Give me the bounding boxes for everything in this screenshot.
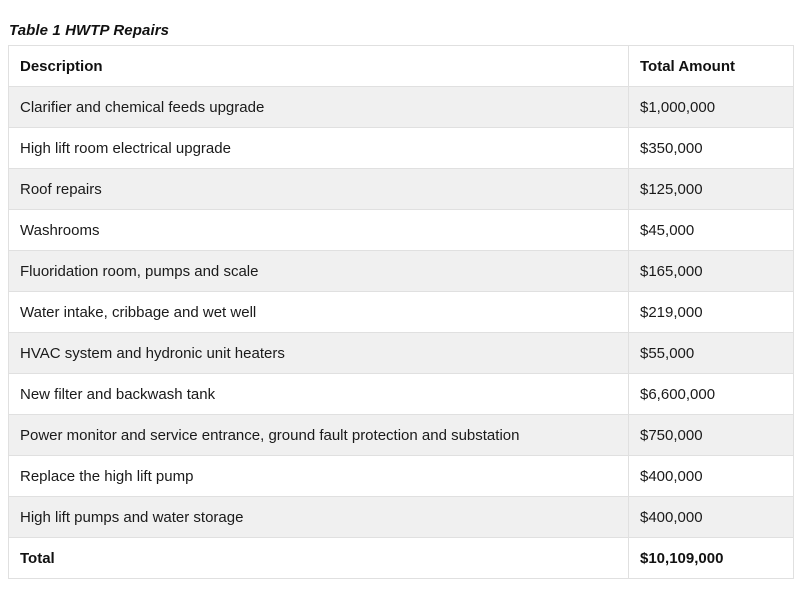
amount-cell: $165,000 bbox=[628, 250, 794, 292]
table-row: Replace the high lift pump $400,000 bbox=[8, 455, 794, 497]
amount-cell: $750,000 bbox=[628, 414, 794, 456]
description-cell: Roof repairs bbox=[8, 168, 629, 210]
table-row: New filter and backwash tank $6,600,000 bbox=[8, 373, 794, 415]
amount-cell: $350,000 bbox=[628, 127, 794, 169]
description-cell: New filter and backwash tank bbox=[8, 373, 629, 415]
table-body: Clarifier and chemical feeds upgrade $1,… bbox=[8, 86, 794, 538]
table-header: Description Total Amount bbox=[8, 45, 794, 87]
description-cell: HVAC system and hydronic unit heaters bbox=[8, 332, 629, 374]
description-cell: Washrooms bbox=[8, 209, 629, 251]
repairs-table: Description Total Amount Clarifier and c… bbox=[8, 45, 794, 579]
amount-cell: $400,000 bbox=[628, 455, 794, 497]
column-header-total-amount: Total Amount bbox=[628, 45, 794, 87]
description-cell: Replace the high lift pump bbox=[8, 455, 629, 497]
description-cell: Power monitor and service entrance, grou… bbox=[8, 414, 629, 456]
amount-cell: $400,000 bbox=[628, 496, 794, 538]
table-row: HVAC system and hydronic unit heaters $5… bbox=[8, 332, 794, 374]
table-footer: Total $10,109,000 bbox=[8, 537, 794, 579]
page: Table 1 HWTP Repairs Description Total A… bbox=[8, 22, 794, 579]
amount-cell: $55,000 bbox=[628, 332, 794, 374]
header-row: Description Total Amount bbox=[8, 45, 794, 87]
total-amount: $10,109,000 bbox=[628, 537, 794, 579]
table-row: High lift pumps and water storage $400,0… bbox=[8, 496, 794, 538]
amount-cell: $219,000 bbox=[628, 291, 794, 333]
description-cell: Water intake, cribbage and wet well bbox=[8, 291, 629, 333]
table-row: Water intake, cribbage and wet well $219… bbox=[8, 291, 794, 333]
amount-cell: $1,000,000 bbox=[628, 86, 794, 128]
table-row: Washrooms $45,000 bbox=[8, 209, 794, 251]
description-cell: Fluoridation room, pumps and scale bbox=[8, 250, 629, 292]
description-cell: High lift pumps and water storage bbox=[8, 496, 629, 538]
amount-cell: $125,000 bbox=[628, 168, 794, 210]
description-cell: Clarifier and chemical feeds upgrade bbox=[8, 86, 629, 128]
table-title: Table 1 HWTP Repairs bbox=[9, 22, 170, 39]
amount-cell: $45,000 bbox=[628, 209, 794, 251]
total-row: Total $10,109,000 bbox=[8, 537, 794, 579]
table-row: High lift room electrical upgrade $350,0… bbox=[8, 127, 794, 169]
description-cell: High lift room electrical upgrade bbox=[8, 127, 629, 169]
table-row: Clarifier and chemical feeds upgrade $1,… bbox=[8, 86, 794, 128]
table-row: Fluoridation room, pumps and scale $165,… bbox=[8, 250, 794, 292]
amount-cell: $6,600,000 bbox=[628, 373, 794, 415]
table-row: Roof repairs $125,000 bbox=[8, 168, 794, 210]
column-header-description: Description bbox=[8, 45, 629, 87]
total-label: Total bbox=[8, 537, 629, 579]
table-row: Power monitor and service entrance, grou… bbox=[8, 414, 794, 456]
